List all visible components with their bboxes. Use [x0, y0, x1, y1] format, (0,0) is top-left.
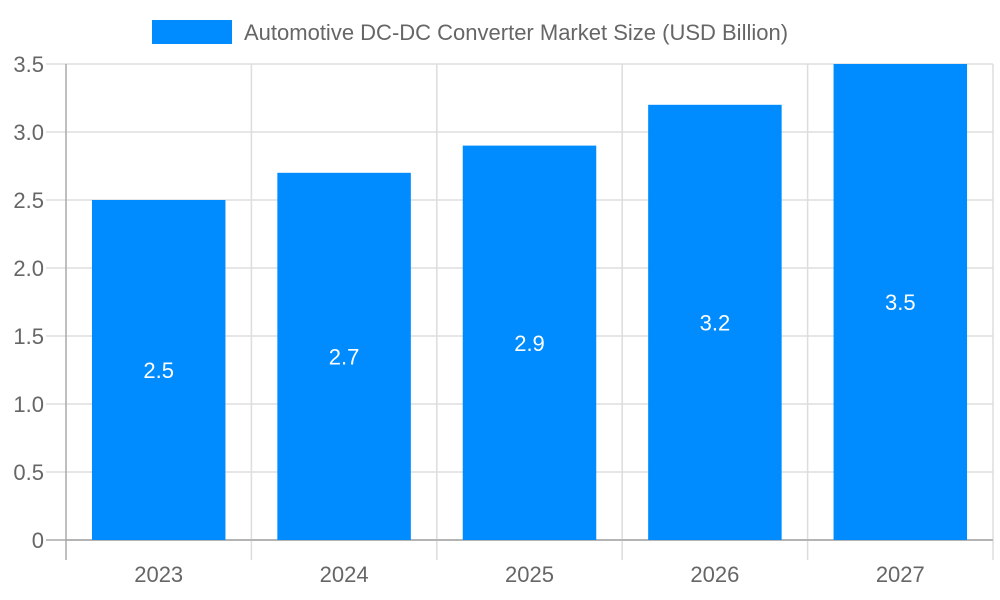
bar-2023[interactable]: [91, 200, 226, 540]
bar-2024[interactable]: [277, 172, 411, 541]
data-label: 3.2: [700, 310, 731, 335]
y-tick-label: 3.5: [13, 52, 44, 77]
y-tick-label: 3.0: [13, 120, 44, 145]
labels: 0 0.5 1.0 1.5 2.0 2.5 3.0 3.5 2.5 2023 2.7 2024 2.9 2…: [13, 52, 924, 587]
y-tick-label: 1.0: [13, 392, 44, 417]
y-tick-label: 2.5: [13, 188, 44, 213]
bars: [91, 64, 968, 541]
bar-2027[interactable]: [833, 64, 968, 540]
legend-label: Automotive DC-DC Converter Market Size (…: [244, 20, 788, 45]
y-tick-label: 1.5: [13, 324, 44, 349]
data-label: 2.7: [329, 344, 360, 369]
data-label: 2.5: [143, 358, 174, 383]
x-tick-label: 2023: [134, 562, 183, 587]
y-tick-label: 2.0: [13, 256, 44, 281]
data-label: 2.9: [514, 331, 545, 356]
x-tick-label: 2027: [876, 562, 925, 587]
x-tick-label: 2024: [320, 562, 369, 587]
y-tick-label: 0: [32, 528, 44, 553]
bar-2026[interactable]: [648, 104, 782, 541]
legend[interactable]: Automotive DC-DC Converter Market Size (…: [152, 20, 788, 45]
data-label: 3.5: [885, 290, 916, 315]
y-tick-label: 0.5: [13, 460, 44, 485]
bar-2025[interactable]: [462, 145, 597, 540]
legend-swatch: [152, 20, 232, 44]
x-tick-label: 2026: [690, 562, 739, 587]
x-tick-label: 2025: [505, 562, 554, 587]
